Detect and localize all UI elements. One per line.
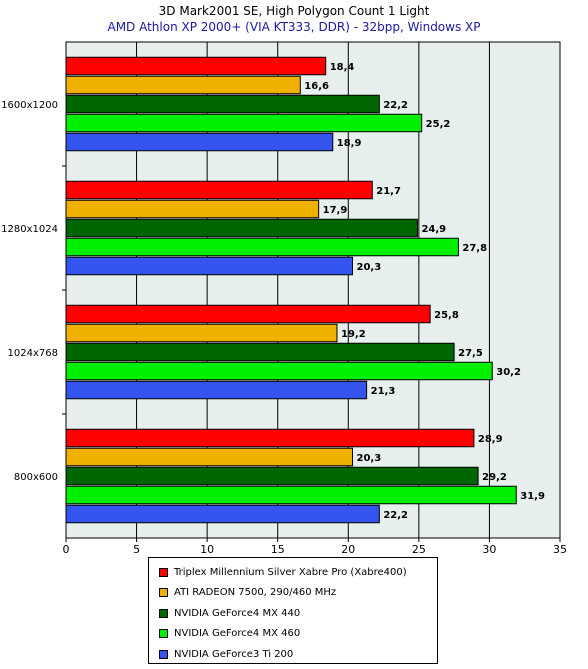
bar (65, 466, 479, 486)
legend-swatch (159, 588, 168, 598)
bar-value-label: 27,8 (462, 243, 487, 254)
category-label: 1280x1024 (1, 224, 58, 235)
bar (65, 256, 354, 276)
bar (65, 132, 334, 152)
bar-value-label: 21,3 (371, 386, 396, 397)
chart-subtitle: AMD Athlon XP 2000+ (VIA KT333, DDR) - 3… (107, 20, 481, 34)
bar (65, 380, 368, 400)
category-label: 1600x1200 (1, 100, 58, 111)
legend-item: NVIDIA GeForce3 Ti 200 (159, 644, 437, 665)
legend-label: ATI RADEON 7500, 290/460 MHz (174, 587, 337, 599)
bar (65, 504, 380, 524)
bar-value-label: 18,4 (330, 62, 355, 73)
bar (65, 56, 327, 76)
x-tick-label: 15 (271, 543, 285, 556)
legend-swatch (159, 649, 168, 659)
chart-title: 3D Mark2001 SE, High Polygon Count 1 Lig… (158, 4, 430, 18)
x-tick-label: 25 (412, 543, 426, 556)
bar-value-label: 16,6 (304, 81, 329, 92)
bar-value-label: 31,9 (520, 491, 545, 502)
x-tick-label: 0 (63, 543, 70, 556)
bar (65, 75, 301, 95)
x-tick-label: 35 (553, 543, 567, 556)
legend-item: Triplex Millennium Silver Xabre Pro (Xab… (159, 562, 437, 583)
bar (65, 113, 423, 133)
bar (65, 428, 475, 448)
bar-value-label: 30,2 (496, 367, 521, 378)
legend-item: NVIDIA GeForce4 MX 440 (159, 603, 437, 624)
legend-label: NVIDIA GeForce3 Ti 200 (174, 648, 294, 660)
x-tick-label: 10 (200, 543, 214, 556)
bar-value-label: 28,9 (478, 434, 503, 445)
category-label: 800x600 (14, 472, 58, 483)
bar (65, 447, 354, 467)
bar-value-label: 27,5 (458, 348, 483, 359)
legend-label: NVIDIA GeForce4 MX 440 (174, 607, 301, 619)
legend-item: ATI RADEON 7500, 290/460 MHz (159, 583, 437, 604)
bar (65, 361, 493, 381)
legend-swatch (159, 629, 168, 639)
x-tick-label: 30 (482, 543, 496, 556)
legend-swatch (159, 567, 168, 577)
bar (65, 94, 380, 114)
bar-value-label: 19,2 (341, 329, 366, 340)
bar (65, 180, 373, 200)
x-tick-label: 20 (341, 543, 355, 556)
bar-value-label: 22,2 (383, 100, 408, 111)
bar-value-label: 20,3 (357, 453, 382, 464)
legend-label: NVIDIA GeForce4 MX 460 (174, 628, 301, 640)
bar-value-label: 25,2 (426, 119, 451, 130)
bar-value-label: 18,9 (337, 138, 362, 149)
bar-value-label: 29,2 (482, 472, 507, 483)
bar (65, 199, 320, 219)
y-axis: 1600x1200 1280x1024 1024x768 800x600 (1, 100, 66, 483)
bar (65, 304, 431, 324)
bar (65, 218, 418, 238)
legend-label: Triplex Millennium Silver Xabre Pro (Xab… (174, 566, 407, 578)
bar-value-label: 20,3 (357, 262, 382, 273)
bar-value-label: 17,9 (323, 205, 348, 216)
category-label: 1024x768 (8, 348, 58, 359)
bar (65, 323, 338, 343)
bar (65, 342, 455, 362)
x-tick-label: 5 (133, 543, 140, 556)
legend-swatch (159, 608, 168, 618)
x-axis: 0 5 10 15 20 25 30 35 (63, 538, 567, 556)
bar-value-label: 21,7 (376, 186, 401, 197)
bar-value-label: 22,2 (383, 510, 408, 521)
legend: Triplex Millennium Silver Xabre Pro (Xab… (148, 557, 438, 664)
bar (65, 237, 459, 257)
legend-item: NVIDIA GeForce4 MX 460 (159, 624, 437, 645)
bar-value-label: 25,8 (434, 310, 459, 321)
bar (65, 485, 517, 505)
bar-value-label: 24,9 (421, 224, 446, 235)
bars: 18,416,6 22,2 25,2 18,9 21,7 17,9 24,9 27,8 20,3… (65, 56, 545, 524)
